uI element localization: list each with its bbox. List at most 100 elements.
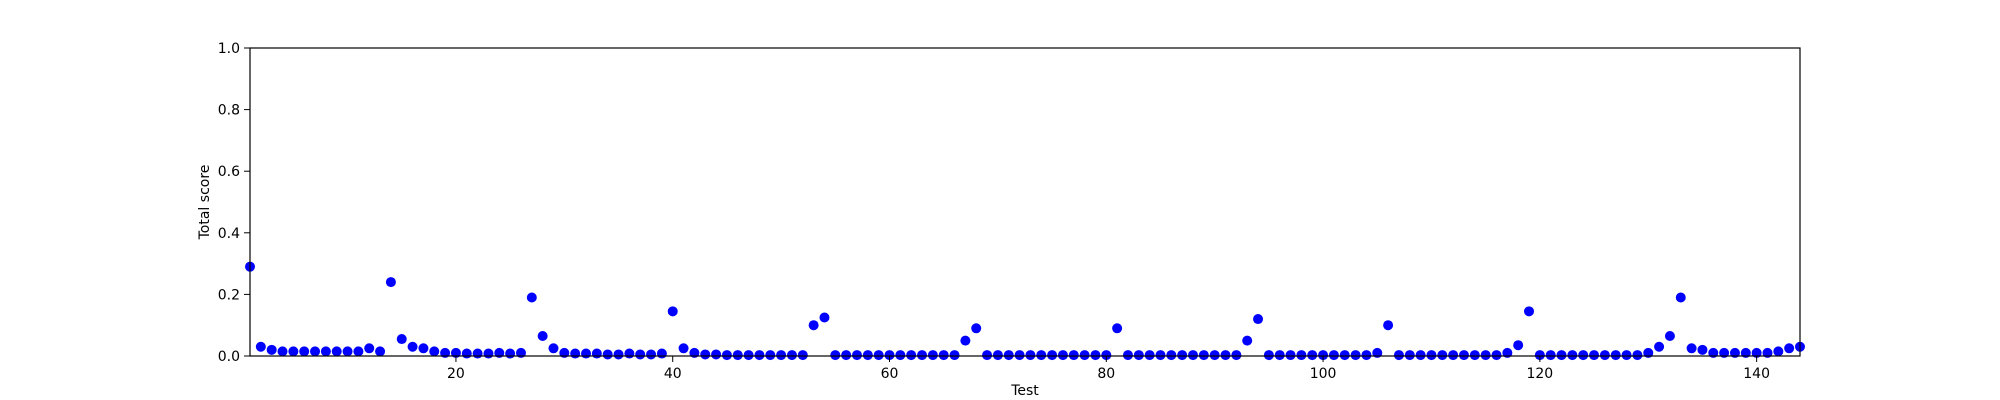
data-point	[743, 350, 754, 361]
data-point	[548, 343, 559, 354]
data-point	[1263, 350, 1274, 361]
data-point	[1220, 350, 1231, 361]
data-point	[1599, 350, 1610, 361]
data-points	[245, 261, 1805, 361]
y-axis-label: Total score	[197, 165, 213, 241]
data-point	[385, 277, 396, 288]
data-point	[851, 350, 862, 361]
data-point	[331, 346, 342, 357]
data-point	[537, 330, 548, 341]
data-point	[353, 346, 364, 357]
data-point	[884, 350, 895, 361]
data-point	[407, 341, 418, 352]
data-point	[1610, 350, 1621, 361]
data-point	[830, 350, 841, 361]
data-point	[1632, 350, 1643, 361]
data-point	[1383, 320, 1394, 331]
data-point	[754, 350, 765, 361]
data-point	[1101, 350, 1112, 361]
data-point	[786, 350, 797, 361]
plot-frame	[249, 47, 1801, 357]
data-point	[429, 346, 440, 357]
data-point	[1480, 350, 1491, 361]
data-point	[1328, 350, 1339, 361]
data-point	[1448, 350, 1459, 361]
data-point	[1253, 314, 1264, 325]
data-point	[1350, 350, 1361, 361]
data-point	[1524, 306, 1535, 317]
data-point	[678, 343, 689, 354]
data-point	[266, 344, 277, 355]
x-tick-label: 120	[1526, 366, 1553, 382]
x-axis-label: Test	[1010, 383, 1039, 399]
data-point	[960, 335, 971, 346]
data-point	[1697, 344, 1708, 355]
data-point	[776, 350, 787, 361]
data-point	[526, 292, 537, 303]
data-point	[1122, 350, 1133, 361]
data-point	[949, 350, 960, 361]
data-point	[1166, 350, 1177, 361]
data-point	[581, 348, 592, 359]
data-point	[797, 350, 808, 361]
data-point	[1242, 335, 1253, 346]
data-point	[721, 350, 732, 361]
data-point	[1393, 350, 1404, 361]
data-point	[418, 343, 429, 354]
data-point	[613, 349, 624, 360]
data-point	[1621, 350, 1632, 361]
data-point	[1513, 340, 1524, 351]
data-point	[1469, 350, 1480, 361]
data-point	[461, 348, 472, 359]
data-point	[1036, 350, 1047, 361]
data-point	[277, 346, 288, 357]
data-point	[635, 349, 646, 360]
x-tick-label: 40	[664, 366, 682, 382]
data-point	[927, 350, 938, 361]
data-point	[1437, 350, 1448, 361]
data-point	[1784, 343, 1795, 354]
data-point	[1003, 350, 1014, 361]
x-tick-label: 140	[1743, 366, 1770, 382]
data-point	[1664, 330, 1675, 341]
data-point	[1112, 323, 1123, 334]
data-point	[732, 350, 743, 361]
x-tick-label: 80	[1097, 366, 1115, 382]
data-point	[667, 306, 678, 317]
data-point	[591, 348, 602, 359]
data-point	[364, 343, 375, 354]
data-point	[1675, 292, 1686, 303]
data-point	[646, 349, 657, 360]
data-point	[1773, 346, 1784, 357]
x-axis-ticks: 20 40 60 80 100 120 140	[447, 356, 1770, 382]
data-point	[711, 349, 722, 360]
data-point	[472, 348, 483, 359]
data-point	[765, 350, 776, 361]
data-point	[342, 346, 353, 357]
data-point	[656, 348, 667, 359]
data-point	[862, 350, 873, 361]
data-point	[396, 334, 407, 345]
data-point	[505, 348, 516, 359]
data-point	[1415, 350, 1426, 361]
data-point	[299, 346, 310, 357]
data-point	[1534, 350, 1545, 361]
data-point	[1556, 350, 1567, 361]
data-point	[906, 350, 917, 361]
data-point	[1426, 350, 1437, 361]
data-point	[570, 348, 581, 359]
y-tick-label: 1.0	[218, 41, 240, 57]
data-point	[1014, 350, 1025, 361]
data-point	[1589, 350, 1600, 361]
data-point	[483, 348, 494, 359]
data-point	[1068, 350, 1079, 361]
data-point	[1188, 350, 1199, 361]
data-point	[895, 350, 906, 361]
data-point	[1361, 350, 1372, 361]
data-point	[1491, 350, 1502, 361]
data-point	[624, 348, 635, 359]
data-point	[1090, 350, 1101, 361]
data-point	[1458, 350, 1469, 361]
